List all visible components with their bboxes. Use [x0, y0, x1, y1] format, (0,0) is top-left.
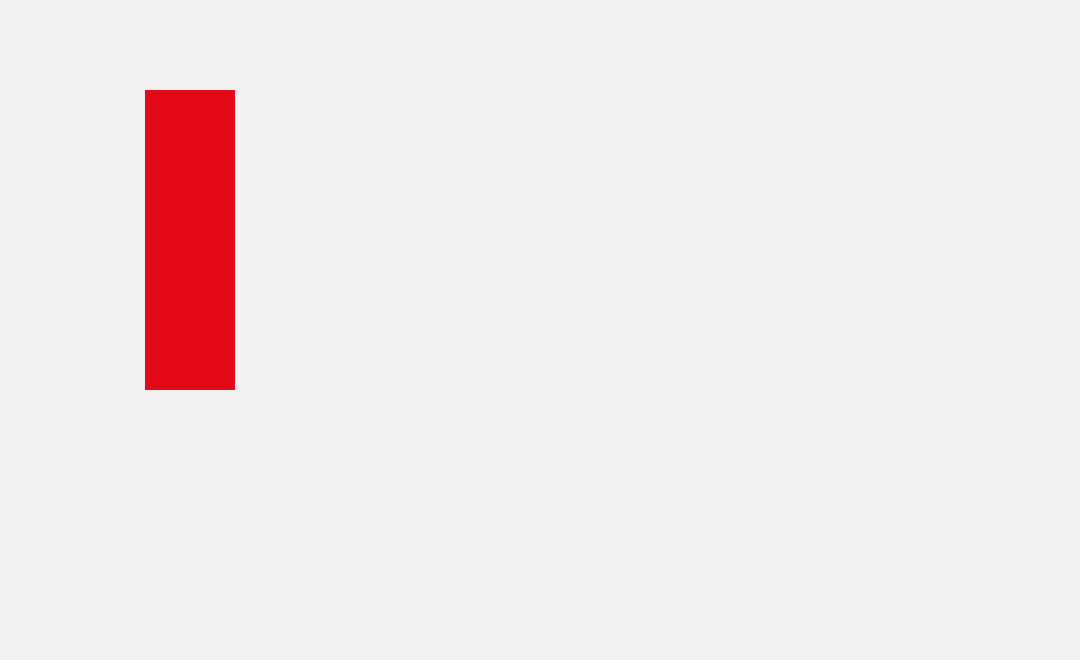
sidebar-red: [145, 90, 235, 390]
